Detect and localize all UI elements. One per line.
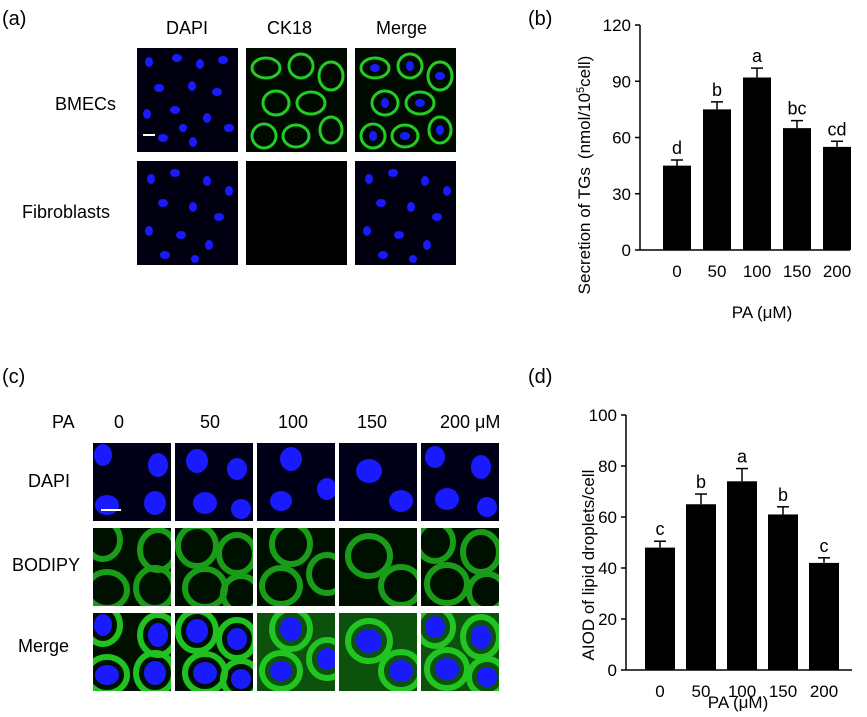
micrograph-fibroblasts-dapi (137, 161, 238, 265)
x-tick-label: 0 (672, 262, 681, 281)
row-label-bodipy: BODIPY (12, 555, 81, 575)
micrograph-bmecs-merge (355, 48, 456, 152)
micrograph-bmecs-dapi (137, 48, 238, 152)
micrograph-merge-200 (421, 613, 499, 691)
y-tick-label: 90 (612, 72, 631, 91)
significance-label: c (820, 536, 829, 556)
y-tick-label: 0 (608, 661, 617, 680)
micrograph-bodipy-50 (175, 528, 253, 606)
conc-label-200: 200 μM (440, 412, 501, 432)
micrograph-merge-100 (257, 613, 335, 691)
micrograph-bodipy-0 (93, 528, 171, 606)
micrograph-fibroblasts-merge (355, 161, 456, 265)
significance-label: b (778, 485, 788, 505)
micrograph-bmecs-ck18 (246, 48, 347, 152)
bar-200 (809, 562, 839, 670)
y-tick-label: 20 (598, 610, 617, 629)
x-tick-label: 0 (655, 682, 664, 701)
bar-0 (645, 547, 675, 670)
scale-bar (101, 509, 121, 511)
x-tick-label: 100 (728, 682, 756, 701)
significance-label: d (672, 138, 682, 158)
significance-label: b (696, 472, 706, 492)
panel-a-label: (a) (2, 8, 27, 30)
bar-100 (727, 481, 757, 670)
y-tick-label: 30 (612, 185, 631, 204)
row-label-bmecs: BMECs (55, 94, 117, 114)
conc-label-150: 150 (357, 412, 388, 432)
x-tick-label: 200 (823, 262, 851, 281)
micrograph-fibroblasts-ck18 (246, 161, 347, 265)
conc-label-0: 0 (114, 412, 125, 432)
significance-label: b (712, 80, 722, 100)
x-tick-label: 50 (708, 262, 727, 281)
significance-label: c (656, 519, 665, 539)
scale-bar (143, 134, 155, 136)
col-label-dapi: DAPI (166, 18, 209, 38)
y-tick-label: 120 (603, 16, 631, 35)
y-axis-label: Secretion of TGs(nmol/105cell) (575, 56, 594, 295)
y-tick-label: 0 (622, 241, 631, 260)
x-tick-label: 50 (692, 682, 711, 701)
micrograph-dapi-100 (257, 443, 335, 521)
micrograph-dapi-0 (93, 443, 171, 521)
micrograph-dapi-200 (421, 443, 499, 521)
conc-label-50: 50 (200, 412, 221, 432)
y-axis-label: AIOD of lipid droplets/cell (579, 470, 598, 661)
micrograph-bodipy-200 (421, 528, 499, 606)
panel-d-label: (d) (528, 366, 553, 388)
significance-label: bc (787, 99, 806, 119)
chart-b: Secretion of TGs(nmol/105cell) PA (μM) 0… (575, 16, 851, 322)
y-tick-label: 80 (598, 457, 617, 476)
conc-label-100: 100 (278, 412, 309, 432)
bar-150 (768, 514, 798, 670)
y-tick-label: 60 (598, 508, 617, 527)
significance-label: cd (827, 119, 846, 139)
pa-label: PA (52, 412, 75, 432)
col-label-merge: Merge (376, 18, 428, 38)
x-axis-label: PA (μM) (732, 303, 792, 322)
x-tick-label: 150 (769, 682, 797, 701)
row-label-dapi: DAPI (28, 471, 71, 491)
bar-150 (783, 128, 811, 250)
chart-d: AIOD of lipid droplets/cell PA (μM) 0 20 4… (579, 406, 852, 712)
x-tick-label: 200 (810, 682, 838, 701)
x-tick-label: 150 (783, 262, 811, 281)
significance-label: a (737, 447, 748, 467)
row-label-fibroblasts: Fibroblasts (22, 202, 111, 222)
micrograph-dapi-150 (339, 443, 417, 521)
bar-0 (663, 165, 691, 250)
bar-200 (823, 146, 851, 250)
y-tick-label: 100 (589, 406, 617, 425)
significance-label: a (752, 46, 763, 66)
x-tick-label: 100 (743, 262, 771, 281)
micrograph-merge-150 (339, 613, 417, 691)
col-label-ck18: CK18 (267, 18, 313, 38)
micrograph-bodipy-100 (257, 528, 335, 606)
bar-100 (743, 77, 771, 250)
micrograph-merge-50 (175, 613, 253, 691)
micrograph-merge-0 (93, 613, 171, 691)
y-tick-label: 60 (612, 129, 631, 148)
panel-c-label: (c) (2, 366, 26, 388)
micrograph-bodipy-150 (339, 528, 417, 606)
bar-50 (703, 109, 731, 250)
x-axis-label: PA (μM) (708, 693, 768, 712)
bar-50 (686, 504, 716, 670)
y-tick-label: 40 (598, 559, 617, 578)
row-label-merge: Merge (18, 636, 70, 656)
panel-b-label: (b) (528, 8, 553, 30)
micrograph-dapi-50 (175, 443, 253, 521)
